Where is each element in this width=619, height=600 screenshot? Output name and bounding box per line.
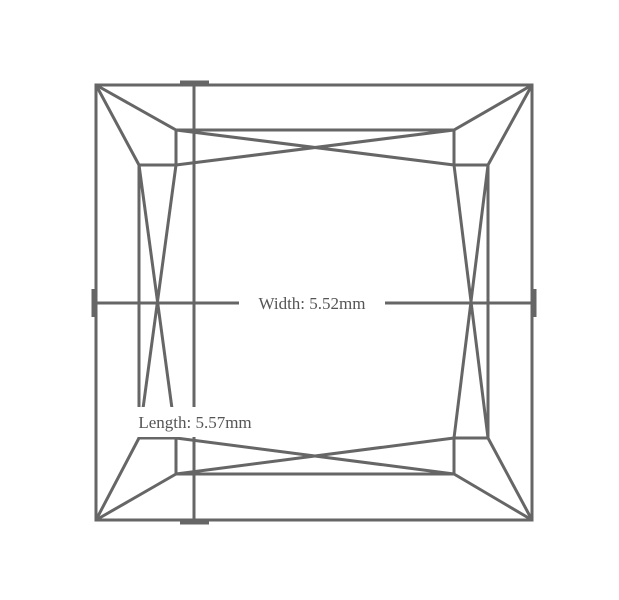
chevron-line: [175, 436, 455, 476]
width-label-background: [239, 288, 385, 318]
corner-facet-line: [486, 437, 534, 521]
width-label: Width: 5.52mm: [259, 294, 366, 313]
chevron-facets: [137, 128, 490, 476]
width-dimension: Width: 5.52mm: [91, 288, 537, 318]
length-dimension: Length: 5.57mm: [128, 80, 262, 525]
corner-facet-line: [95, 472, 177, 522]
corner-facet-line: [486, 84, 534, 166]
corner-facets: [94, 83, 534, 522]
length-label-background: [128, 407, 262, 437]
corner-facet-line: [95, 83, 177, 132]
chevron-line: [175, 128, 455, 167]
corner-facet-line: [94, 437, 141, 521]
corner-facet-line: [94, 84, 141, 166]
corner-facet-line: [453, 472, 533, 522]
corner-facet-line: [453, 83, 533, 132]
length-label: Length: 5.57mm: [138, 413, 251, 432]
